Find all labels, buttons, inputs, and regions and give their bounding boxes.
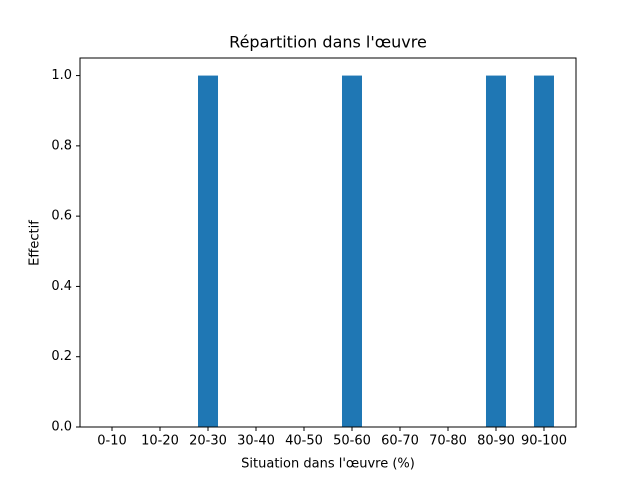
bar — [341, 75, 362, 428]
chart-title: Répartition dans l'œuvre — [229, 33, 427, 52]
x-tick-label: 70-80 — [429, 434, 467, 449]
y-tick-label: 0.8 — [51, 138, 72, 153]
y-tick-label: 1.0 — [51, 68, 72, 83]
x-tick-label: 0-10 — [97, 434, 127, 449]
y-axis-label: Effectif — [28, 220, 43, 266]
plot-frame — [79, 57, 577, 428]
bar — [533, 75, 554, 428]
x-tick-label: 40-50 — [285, 434, 323, 449]
x-tick-label: 50-60 — [333, 434, 371, 449]
y-tick-label: 0.6 — [51, 209, 72, 224]
x-tick-label: 20-30 — [189, 434, 227, 449]
x-tick-label: 80-90 — [477, 434, 515, 449]
x-tick-label: 90-100 — [521, 434, 567, 449]
y-tick-label: 0.0 — [51, 420, 72, 435]
bar — [198, 75, 219, 428]
y-tick-label: 0.2 — [51, 349, 72, 364]
x-tick-label: 60-70 — [381, 434, 419, 449]
x-tick-label: 30-40 — [237, 434, 275, 449]
x-tick-label: 10-20 — [141, 434, 179, 449]
y-tick-label: 0.4 — [51, 279, 72, 294]
bar — [485, 75, 506, 428]
x-axis-label: Situation dans l'œuvre (%) — [241, 457, 415, 472]
